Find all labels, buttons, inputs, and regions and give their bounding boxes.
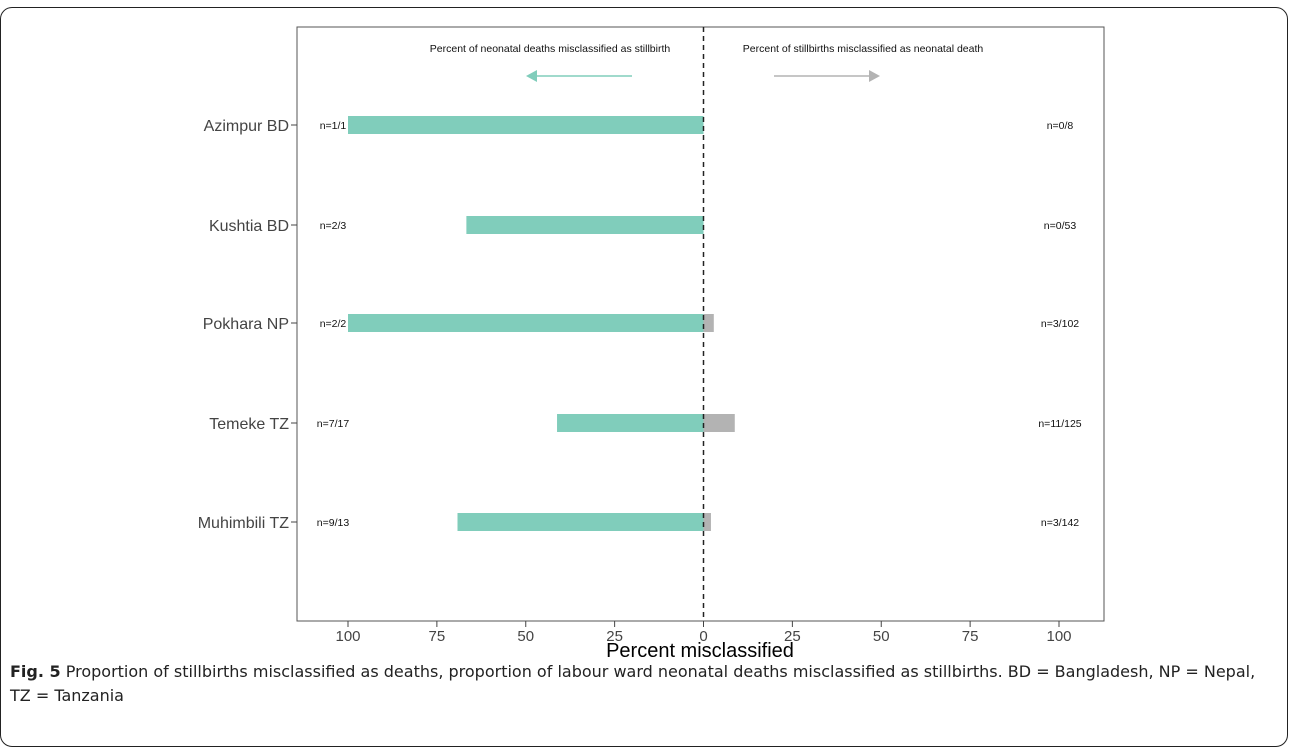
count-label-left: n=7/17: [317, 418, 350, 430]
arrow-right-icon: [774, 70, 880, 82]
bar-left-2: [348, 314, 704, 332]
category-label: Pokhara NP: [203, 316, 289, 333]
bar-left-3: [557, 414, 704, 432]
x-tick-label: 25: [784, 628, 801, 645]
left-count-labels: n=1/1 n=2/3 n=2/2 n=7/17 n=9/13: [317, 120, 350, 529]
x-tick-label: 75: [962, 628, 979, 645]
right-series: [703, 314, 735, 531]
figure-caption: Fig. 5 Proportion of stillbirths misclas…: [10, 660, 1280, 708]
x-tick-label: 100: [335, 628, 360, 645]
category-label: Muhimbili TZ: [198, 515, 290, 532]
x-tick-label: 100: [1046, 628, 1071, 645]
bar-left-4: [457, 513, 704, 531]
x-tick-label: 0: [699, 628, 707, 645]
bar-right-4: [703, 513, 711, 531]
caption-label: Fig. 5: [10, 662, 61, 681]
x-axis-ticks: 100 75 50 25 0 25 50 75 100: [335, 621, 1072, 645]
right-count-labels: n=0/8 n=0/53 n=3/102 n=11/125 n=3/142: [1038, 120, 1081, 529]
count-label-left: n=2/3: [320, 220, 347, 232]
count-label-left: n=1/1: [320, 120, 347, 132]
count-label-right: n=11/125: [1038, 418, 1081, 430]
bar-right-3: [703, 414, 735, 432]
x-tick-label: 75: [429, 628, 446, 645]
bar-right-2: [703, 314, 714, 332]
x-tick-label: 50: [873, 628, 890, 645]
x-tick-label: 50: [517, 628, 534, 645]
caption-text: Proportion of stillbirths misclassified …: [10, 662, 1256, 705]
count-label-right: n=0/53: [1044, 220, 1077, 232]
y-axis-labels: Azimpur BD Kushtia BD Pokhara NP Temeke TZ M…: [198, 118, 297, 532]
category-label: Temeke TZ: [209, 416, 289, 433]
category-label: Azimpur BD: [204, 118, 289, 135]
annotation-left: Percent of neonatal deaths misclassified…: [430, 43, 671, 55]
category-label: Kushtia BD: [209, 218, 289, 235]
bar-chart: Azimpur BD Kushtia BD Pokhara NP Temeke TZ M…: [198, 26, 1105, 660]
x-tick-label: 25: [606, 628, 623, 645]
count-label-left: n=9/13: [317, 517, 350, 529]
count-label-right: n=3/142: [1041, 517, 1079, 529]
count-label-right: n=0/8: [1047, 120, 1074, 132]
left-series: [348, 116, 704, 531]
bar-left-0: [348, 116, 704, 134]
arrow-left-icon: [526, 70, 632, 82]
x-axis-title: Percent misclassified: [606, 640, 794, 660]
annotation-right: Percent of stillbirths misclassified as …: [743, 43, 984, 55]
bar-left-1: [466, 216, 704, 234]
count-label-right: n=3/102: [1041, 318, 1079, 330]
count-label-left: n=2/2: [320, 318, 347, 330]
